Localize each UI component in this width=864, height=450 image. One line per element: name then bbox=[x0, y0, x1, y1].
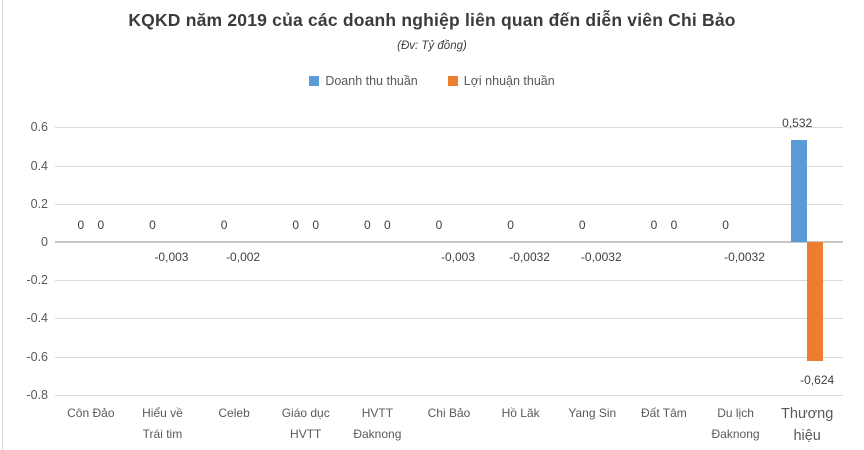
y-tick-label: 0 bbox=[41, 235, 48, 249]
value-label: 0,532 bbox=[782, 116, 813, 131]
value-label: 0 bbox=[312, 218, 320, 232]
x-category-label: Thương hiệu bbox=[781, 406, 834, 444]
chart-title: KQKD năm 2019 của các doanh nghiệp liên … bbox=[128, 10, 736, 30]
y-tick-label: -0.4 bbox=[26, 311, 48, 326]
gridline bbox=[55, 394, 843, 396]
value-label: 0 bbox=[384, 218, 391, 232]
x-category-label: Hiểu về Trái tim bbox=[142, 406, 183, 441]
value-label: -0,003 bbox=[440, 250, 476, 264]
value-label: 0 bbox=[77, 218, 85, 232]
gridline bbox=[55, 203, 843, 205]
y-tick-label: -0.2 bbox=[26, 273, 48, 288]
bar-loi-nhuan-thuan bbox=[807, 242, 824, 362]
x-category-label: Celeb bbox=[218, 406, 250, 420]
y-tick-label: 0.6 bbox=[30, 120, 48, 135]
legend-swatch-orange-icon bbox=[447, 76, 458, 86]
gridline bbox=[55, 356, 843, 358]
x-category-label: Côn Đảo bbox=[67, 406, 115, 420]
value-label: 0 bbox=[507, 218, 514, 232]
bar-doanh-thu-thuan bbox=[791, 140, 808, 242]
left-border-line bbox=[2, 0, 3, 450]
value-label: -0,0032 bbox=[724, 250, 765, 264]
x-category-label: Đất Tâm bbox=[641, 406, 687, 420]
legend: Doanh thu thuần Lợi nhuận thuần bbox=[0, 74, 864, 88]
value-label: 0 bbox=[650, 218, 658, 232]
y-tick-label: -0.8 bbox=[26, 387, 48, 402]
value-label: 0 bbox=[435, 218, 443, 232]
value-label: 0 bbox=[149, 218, 156, 232]
x-category-label: Yang Sin bbox=[568, 406, 617, 420]
legend-swatch-blue-icon bbox=[309, 76, 320, 86]
gridline bbox=[55, 127, 843, 129]
chart-subtitle: (Đv: Tỷ đồng) bbox=[397, 40, 467, 52]
value-label: -0,624 bbox=[800, 373, 835, 388]
x-category-label: Giáo dục HVTT bbox=[281, 406, 330, 441]
y-tick-label: 0.4 bbox=[30, 158, 48, 173]
x-category-label: Hồ Lăk bbox=[501, 406, 540, 420]
value-label: 0 bbox=[670, 218, 678, 232]
value-label: -0,0032 bbox=[509, 250, 550, 264]
value-label: 0 bbox=[722, 218, 729, 232]
legend-item-doanh-thu-thuan: Doanh thu thuần bbox=[309, 74, 418, 88]
gridline bbox=[55, 318, 843, 320]
legend-label-loi-nhuan-thuan: Lợi nhuận thuần bbox=[463, 74, 555, 88]
value-label: -0,0032 bbox=[580, 250, 622, 264]
value-label: -0,002 bbox=[226, 250, 261, 264]
value-label: 0 bbox=[97, 218, 105, 232]
value-label: 0 bbox=[364, 218, 371, 232]
value-label: 0 bbox=[220, 218, 228, 232]
legend-item-loi-nhuan-thuan: Lợi nhuận thuần bbox=[447, 74, 555, 88]
y-tick-label: 0.2 bbox=[30, 196, 48, 211]
value-label: -0,003 bbox=[154, 250, 189, 264]
gridline bbox=[55, 280, 843, 282]
value-label: 0 bbox=[578, 218, 586, 232]
x-category-label: Chi Bảo bbox=[427, 406, 471, 420]
x-category-label: Du lịch Đaknong bbox=[711, 406, 760, 441]
y-tick-label: -0.6 bbox=[26, 349, 48, 364]
x-category-label: HVTT Đaknong bbox=[353, 406, 402, 441]
gridline bbox=[55, 165, 843, 167]
value-label: 0 bbox=[292, 218, 300, 232]
gridline bbox=[55, 241, 843, 243]
legend-label-doanh-thu-thuan: Doanh thu thuần bbox=[325, 74, 418, 88]
